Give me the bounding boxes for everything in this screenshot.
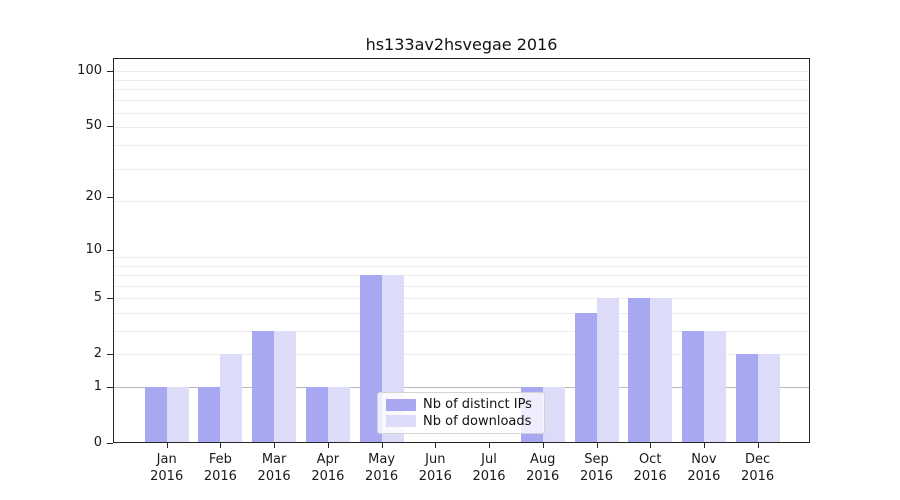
gridline xyxy=(114,275,809,277)
bar-downloads-nov xyxy=(703,331,726,442)
y-tick-mark xyxy=(107,70,113,72)
y-tick-mark xyxy=(107,197,113,199)
legend: Nb of distinct IPs Nb of downloads xyxy=(377,392,545,434)
gridline xyxy=(114,100,809,102)
y-tick-label: 20 xyxy=(85,189,102,205)
gridline xyxy=(114,265,809,267)
bar-downloads-feb xyxy=(220,354,243,442)
y-tick-mark xyxy=(107,298,113,300)
x-tick-label-oct: Oct 2016 xyxy=(633,452,667,484)
legend-swatch-distinct-ips xyxy=(386,398,416,411)
x-tick-label-aug: Aug 2016 xyxy=(526,452,560,484)
gridline-level-one xyxy=(114,387,809,389)
y-tick-mark xyxy=(107,354,113,356)
x-tick-mark xyxy=(220,443,222,448)
bar-downloads-mar xyxy=(274,331,297,442)
x-tick-mark xyxy=(596,443,598,448)
x-tick-label-sep: Sep 2016 xyxy=(579,452,614,484)
y-tick-label: 0 xyxy=(93,435,102,450)
x-tick-label-may: May 2016 xyxy=(365,452,399,484)
plot-area xyxy=(113,58,810,443)
y-tick-mark xyxy=(107,125,113,127)
gridline xyxy=(114,286,809,287)
x-tick-mark xyxy=(435,443,437,448)
gridline xyxy=(114,112,809,114)
bar-distinct-ips-sep xyxy=(574,313,597,442)
x-tick-label-feb: Feb 2016 xyxy=(203,452,237,484)
bar-distinct-ips-may xyxy=(359,275,382,442)
gridline xyxy=(114,89,809,91)
legend-label-distinct-ips: Nb of distinct IPs xyxy=(423,397,532,413)
y-tick-label: 5 xyxy=(93,290,102,306)
y-tick-label: 2 xyxy=(93,346,102,362)
bar-distinct-ips-dec xyxy=(735,354,758,442)
bar-distinct-ips-mar xyxy=(252,331,275,442)
x-tick-label-jul: Jul 2016 xyxy=(472,452,506,484)
bar-downloads-apr xyxy=(327,387,350,442)
gridline xyxy=(114,257,809,259)
y-tick-mark xyxy=(107,387,113,389)
legend-label-downloads: Nb of downloads xyxy=(423,413,532,429)
x-tick-label-mar: Mar 2016 xyxy=(257,452,291,484)
y-tick-label: 1 xyxy=(93,379,102,395)
gridline xyxy=(114,127,809,129)
bar-downloads-aug xyxy=(542,387,565,442)
gridline xyxy=(114,354,809,356)
y-tick-label: 10 xyxy=(85,241,102,257)
x-tick-label-jun: Jun 2016 xyxy=(418,452,452,484)
x-tick-label-apr: Apr 2016 xyxy=(311,452,345,484)
bar-distinct-ips-jan xyxy=(144,387,167,442)
legend-item-distinct-ips: Nb of distinct IPs xyxy=(386,397,536,412)
x-tick-mark xyxy=(542,443,544,448)
y-tick-mark xyxy=(107,249,113,251)
y-tick-label: 50 xyxy=(85,117,102,133)
x-tick-label-nov: Nov 2016 xyxy=(687,452,721,484)
x-tick-mark xyxy=(650,443,652,448)
x-tick-mark xyxy=(757,443,759,448)
legend-item-downloads: Nb of downloads xyxy=(386,414,536,429)
bar-downloads-oct xyxy=(650,298,673,442)
bar-downloads-dec xyxy=(757,354,780,442)
x-tick-label-dec: Dec 2016 xyxy=(741,452,775,484)
gridline xyxy=(114,145,809,147)
gridline xyxy=(114,71,809,73)
x-tick-mark xyxy=(703,443,705,448)
bar-distinct-ips-apr xyxy=(305,387,328,442)
y-tick-label: 100 xyxy=(77,62,102,78)
legend-swatch-downloads xyxy=(386,415,416,428)
gridline xyxy=(114,168,809,170)
chart-title: hs133av2hsvegae 2016 xyxy=(365,35,558,54)
bar-downloads-jan xyxy=(166,387,189,442)
x-tick-mark xyxy=(274,443,276,448)
bar-distinct-ips-feb xyxy=(198,387,221,442)
x-tick-mark xyxy=(489,443,490,448)
y-tick-mark xyxy=(107,443,113,444)
bar-distinct-ips-nov xyxy=(681,331,704,442)
gridline xyxy=(114,331,809,333)
bar-downloads-sep xyxy=(596,298,619,442)
x-tick-label-jan: Jan 2016 xyxy=(150,452,184,484)
bar-distinct-ips-oct xyxy=(628,298,651,442)
x-tick-mark xyxy=(166,443,168,448)
gridline xyxy=(114,313,809,315)
x-tick-mark xyxy=(381,443,383,448)
x-tick-mark xyxy=(327,443,329,448)
gridline xyxy=(114,201,809,203)
gridline xyxy=(114,298,809,300)
gridline xyxy=(114,79,809,81)
